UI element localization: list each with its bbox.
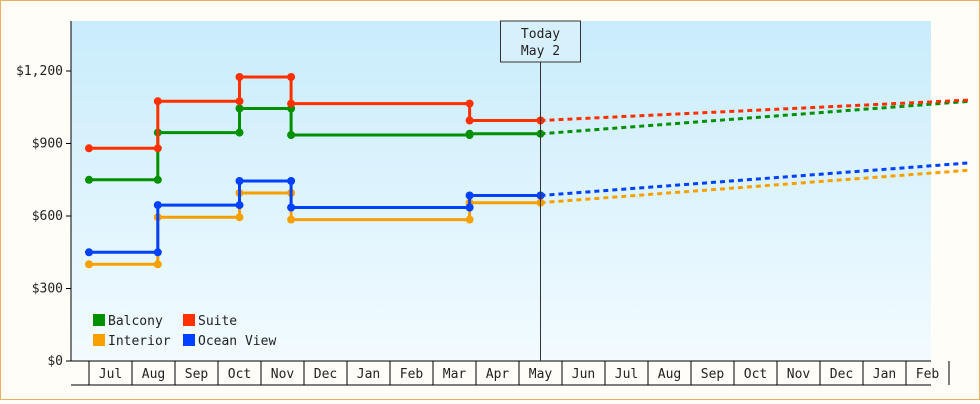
y-tick-label: $600 — [32, 209, 63, 224]
series-line-ocean-view — [89, 179, 541, 254]
series-layer — [85, 73, 971, 269]
x-tick-label: May — [529, 367, 553, 382]
x-tick-label: Jun — [572, 367, 595, 382]
data-point-ocean-view — [287, 177, 296, 185]
y-axis: $0 $300 $600 $900 $1,200 — [16, 21, 72, 369]
data-point-balcony — [153, 175, 162, 184]
data-point-balcony — [235, 104, 244, 113]
today-date: May 2 — [521, 44, 560, 59]
x-tick-label: Jan — [357, 367, 380, 382]
x-tick-label: Jan — [873, 367, 896, 382]
x-tick-label: Dec — [830, 367, 853, 382]
data-point-interior — [85, 260, 93, 269]
legend-label-ocean-view: Ocean View — [198, 334, 276, 349]
data-point-ocean-view — [287, 203, 296, 212]
data-point-balcony — [465, 129, 474, 138]
data-point-suite — [85, 144, 93, 153]
series-line-suite — [89, 75, 541, 150]
data-point-ocean-view — [235, 201, 244, 210]
today-box — [500, 20, 581, 63]
data-point-suite — [287, 73, 296, 81]
y-tick-label: $0 — [47, 354, 63, 369]
legend-swatch-suite — [183, 314, 195, 326]
x-tick-label: Apr — [486, 367, 510, 382]
x-tick-label: Jul — [615, 367, 638, 382]
data-point-ocean-view — [465, 191, 474, 200]
data-point-balcony — [287, 131, 296, 139]
data-point-interior — [235, 213, 244, 222]
x-tick-label: Feb — [400, 367, 424, 382]
x-tick-label: Dec — [314, 367, 337, 382]
legend-label-suite: Suite — [198, 314, 237, 329]
x-tick-label: Jul — [99, 367, 122, 382]
data-point-suite — [235, 73, 244, 81]
y-tick-label: $300 — [32, 282, 63, 297]
data-point-interior — [465, 215, 474, 224]
x-tick-label: Nov — [787, 367, 811, 382]
data-point-interior — [153, 260, 162, 269]
data-point-ocean-view — [465, 203, 474, 212]
x-tick-label: Aug — [142, 367, 165, 382]
x-tick-label: Mar — [443, 367, 467, 382]
x-axis: Jul Aug Sep Oct Nov Dec Jan Feb Mar Apr May Jun Jul A… — [71, 360, 950, 386]
data-point-suite — [153, 97, 162, 106]
plot-area — [71, 21, 931, 361]
legend-label-interior: Interior — [108, 334, 171, 349]
data-point-balcony — [85, 175, 93, 184]
data-point-ocean-view — [153, 201, 162, 210]
data-point-ocean-view — [85, 248, 93, 257]
data-point-suite — [465, 99, 474, 108]
legend-swatch-ocean-view — [183, 334, 195, 346]
data-point-suite — [235, 97, 244, 106]
x-tick-label: Sep — [185, 367, 209, 382]
legend-swatch-interior — [93, 334, 105, 346]
data-point-suite — [153, 144, 162, 153]
data-point-interior — [287, 215, 296, 224]
series-suite — [85, 73, 971, 153]
x-tick-label: Nov — [271, 367, 295, 382]
legend-label-balcony: Balcony — [108, 314, 163, 329]
x-tick-label: Sep — [701, 367, 725, 382]
today-label: Today — [521, 27, 560, 42]
legend-swatch-balcony — [93, 314, 105, 326]
x-tick-label: Aug — [658, 367, 681, 382]
data-point-balcony — [235, 128, 244, 137]
data-point-ocean-view — [153, 248, 162, 257]
x-tick-label: Feb — [916, 367, 940, 382]
data-point-suite — [287, 99, 296, 108]
y-tick-label: $900 — [32, 137, 63, 152]
x-tick-label: Oct — [228, 367, 251, 382]
x-tick-label: Oct — [744, 367, 767, 382]
legend: Balcony Suite Interior Ocean View — [93, 314, 276, 349]
y-tick-label: $1,200 — [16, 64, 63, 79]
today-marker: Today May 2 — [500, 20, 581, 361]
data-point-ocean-view — [235, 177, 244, 185]
data-point-suite — [465, 116, 474, 125]
